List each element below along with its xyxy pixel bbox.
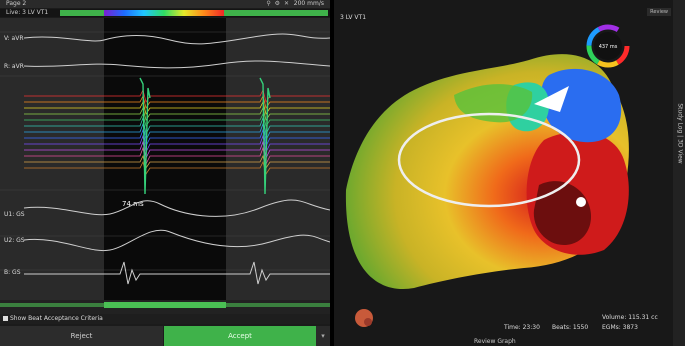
beat-acceptance-toggle[interactable]: Show Beat Acceptance Criteria [0,314,330,324]
channel-label-b: B: GS [4,269,21,276]
signal-toolbar: Page 2 ⚲ ⚙ ✕ 200 mm/s [0,0,330,8]
unipolar-trace-2 [23,229,330,252]
checkbox-icon[interactable] [3,316,8,321]
review-button[interactable]: Review [647,8,671,16]
window-bar [60,10,104,16]
ecg-trace-v [23,33,330,45]
more-icon[interactable]: ▾ [316,326,330,346]
ecg-trace-r [23,60,330,69]
sweep-speed[interactable]: 200 mm/s [293,0,324,7]
live-bar: Live: 3 LV VT1 [0,9,330,17]
color-wheel-value: 437 ms [599,44,618,50]
activation-spike [259,77,271,195]
accept-button[interactable]: Accept [164,326,316,346]
side-tab-label: Study Log | 3D View [676,103,684,164]
low-voltage-scar [533,181,592,245]
orientation-icon [355,309,373,327]
channel-label-v: V: aVR [4,35,24,42]
late-region [541,68,622,143]
unipolar-trace-1 [23,199,330,217]
egms-label: EGMs: 3873 [602,324,638,331]
map-panel: 3 LV VT1 Review 437 ms [334,0,685,346]
reentry-circuit [397,112,581,208]
beats-label: Beats: 1550 [552,324,589,331]
review-graph-label[interactable]: Review Graph [474,338,516,345]
time-label: Time: 23:30 [504,324,540,331]
egm-waveforms: 74 ms V: aVR R: aVR U1: GS U2: GS B: GS [0,18,330,300]
volume-label: Volume: 115.31 cc [602,314,658,321]
action-bar: Reject Accept ▾ [0,326,330,346]
timeline-selection[interactable] [104,302,226,308]
page-label: Page 2 [6,0,27,7]
window-bar [224,10,328,16]
live-label: Live: 3 LV VT1 [6,9,49,16]
interval-label: 74 ms [122,200,144,208]
green-band [454,84,533,123]
activation-window-bar[interactable] [104,10,224,16]
catheter-tip [576,197,586,207]
signal-panel: Page 2 ⚲ ⚙ ✕ 200 mm/s Live: 3 LV VT1 [0,0,330,346]
timeline-bar[interactable] [0,300,330,314]
unipolar-trace-3 [24,261,330,285]
reentry-arrow [534,86,569,112]
channel-label-u1: U1: GS [4,211,25,218]
map-title: 3 LV VT1 [340,14,367,21]
beat-acceptance-label: Show Beat Acceptance Criteria [10,315,103,322]
channel-label-u2: U2: GS [4,237,25,244]
reject-button[interactable]: Reject [0,326,163,346]
channel-label-r: R: aVR [4,63,24,70]
side-tab[interactable]: Study Log | 3D View [673,0,685,346]
activation-spike [139,77,151,195]
toolbar-icons[interactable]: ⚲ ⚙ ✕ [266,0,290,7]
color-wheel-icon: 437 ms [586,24,630,68]
activation-map[interactable]: 437 ms [334,0,685,346]
